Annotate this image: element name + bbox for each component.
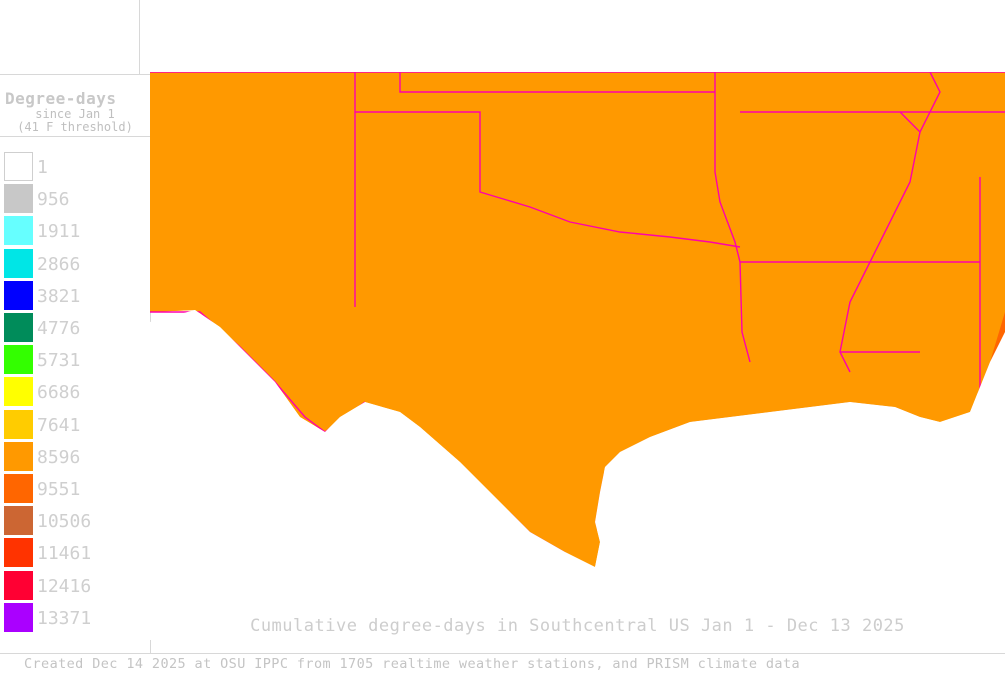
legend-value: 956 [37,189,70,211]
legend-swatch [4,184,33,214]
legend-subtitle-1: since Jan 1 [35,107,115,121]
map-caption: Cumulative degree-days in Southcentral U… [250,616,905,636]
frame-legend-divider [0,136,150,137]
legend-swatch [4,216,33,246]
legend-value: 4776 [37,318,81,339]
legend-entry: 1911 [4,216,144,246]
frame-top-divider [0,74,150,75]
legend-entry: 5731 [4,345,144,375]
legend-swatch [4,280,33,310]
legend-swatch [4,345,33,375]
legend-entry: 956 [4,184,144,214]
legend-value: 1911 [37,221,81,243]
legend-swatch [4,441,33,471]
legend-entry: 4776 [4,313,144,343]
legend-value: 9551 [37,479,81,500]
legend-entry: 3821 [4,280,144,311]
legend-entry: 8596 [4,441,144,472]
legend-entry: 9551 [4,474,144,504]
legend-entry: 1 [4,152,144,182]
legend-value: 10506 [37,511,92,533]
legend-value: 12416 [37,575,92,597]
degree-days-map [150,72,1005,640]
legend-value: 1 [37,157,48,178]
frame-header-divider [139,0,140,74]
footer-credit: Created Dec 14 2025 at OSU IPPC from 170… [24,656,801,672]
legend-swatch [4,570,33,600]
map-canvas [150,72,1005,640]
legend-swatch [4,474,33,503]
legend-swatch [4,377,33,407]
legend-entry: 7641 [4,409,144,440]
legend-swatch [4,248,33,278]
legend-value: 8596 [37,446,81,468]
frame-bottom-divider [0,653,1005,654]
legend-entry: 6686 [4,377,144,407]
legend-value: 11461 [37,543,92,565]
legend-entry: 2866 [4,248,144,279]
legend-value: 7641 [37,414,81,436]
legend-swatch [4,602,33,632]
legend-value: 3821 [37,285,81,307]
legend-swatch [4,538,33,568]
legend-title: Degree-days [5,89,117,108]
legend-swatch [4,313,33,342]
legend-swatch [4,506,33,536]
legend-entry: 11461 [4,538,144,568]
legend-value: 6686 [37,382,81,404]
legend-value: 5731 [37,350,81,372]
legend-subtitle-2: (41 F threshold) [17,120,133,134]
legend-entry: 12416 [4,570,144,601]
legend-value: 2866 [37,253,81,275]
legend-entry: 13371 [4,602,144,633]
legend-swatch [4,152,33,181]
legend-swatch [4,409,33,439]
legend-entry: 10506 [4,506,144,536]
legend-value: 13371 [37,607,92,629]
